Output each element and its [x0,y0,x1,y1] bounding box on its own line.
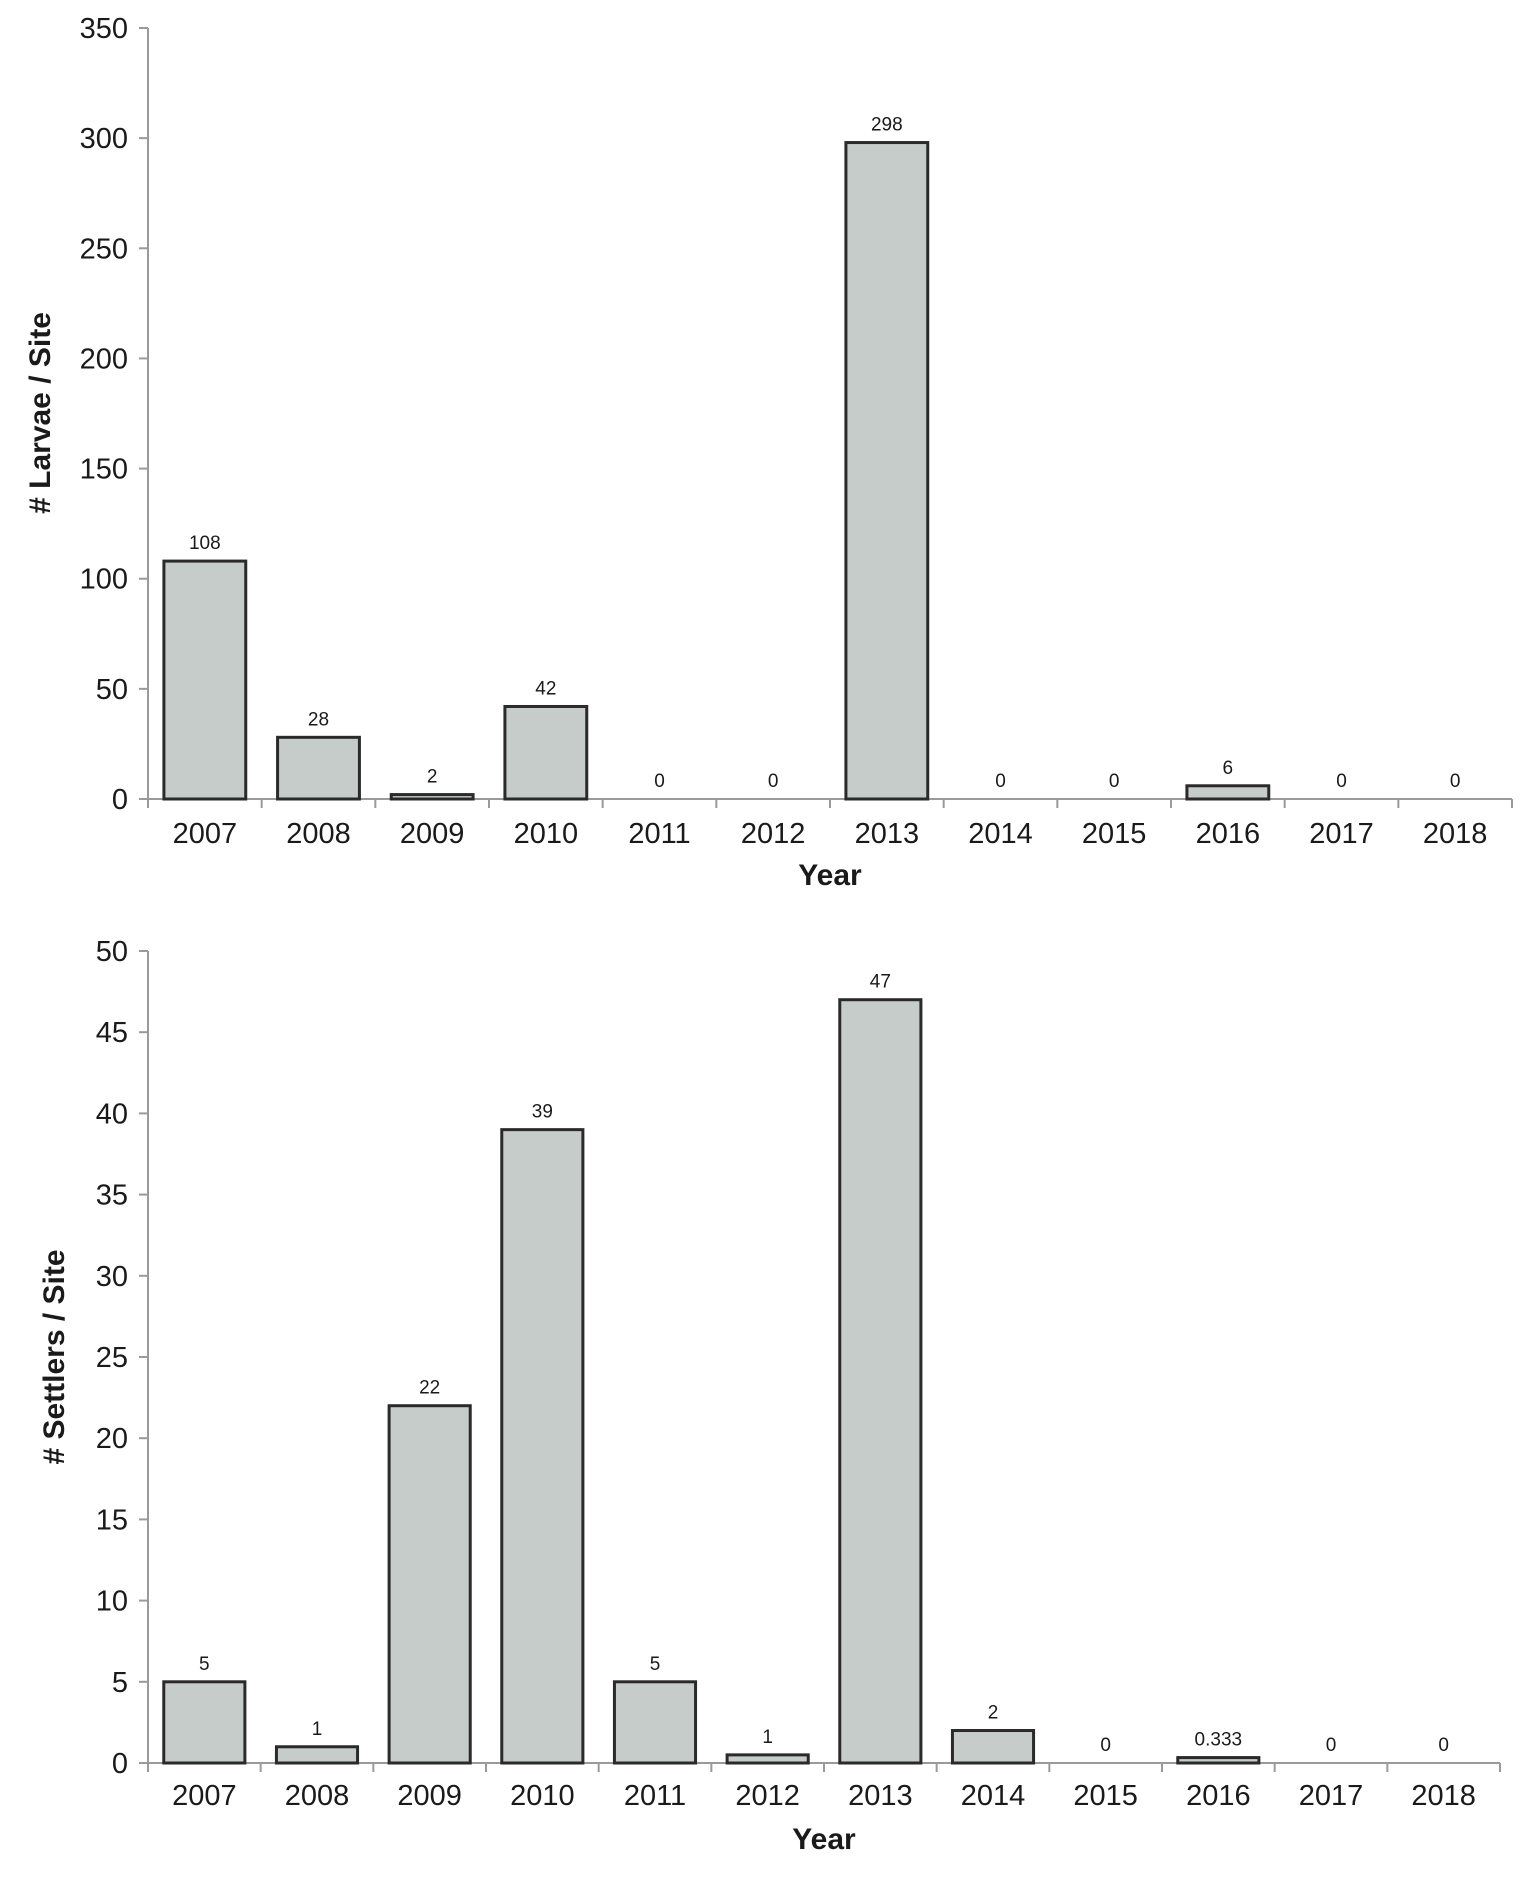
larvae-x-tick-label: 2014 [968,818,1033,850]
settlers-y-tick-label: 50 [96,936,128,968]
larvae-y-tick-label: 200 [80,343,128,375]
larvae-bar-2013 [844,141,930,801]
settlers-bar-2011 [612,1680,698,1765]
settlers-y-tick-label: 15 [96,1504,128,1536]
settlers-data-label-2015: 0 [1100,1735,1111,1756]
settlers-data-label-2011: 5 [650,1654,661,1675]
settlers-bar-2010 [500,1128,585,1765]
larvae-x-tick-label: 2016 [1196,818,1261,850]
larvae-y-tick-label: 250 [80,233,128,265]
larvae-x-tick-label: 2011 [628,818,690,850]
larvae-x-tick-label: 2010 [514,818,579,850]
larvae-data-label-2015: 0 [1109,771,1120,792]
settlers-x-tick-label: 2017 [1299,1780,1364,1812]
settlers-y-tick-label: 25 [96,1342,128,1374]
settlers-x-tick-label: 2014 [961,1780,1026,1812]
larvae-x-axis-title: Year [798,859,862,892]
larvae-data-label-2012: 0 [768,771,779,792]
settlers-bar-2013 [838,998,923,1765]
larvae-data-label-2011: 0 [654,771,665,792]
larvae-data-label-2017: 0 [1336,771,1347,792]
settlers-data-label-2017: 0 [1326,1735,1337,1756]
larvae-y-tick-label: 350 [80,13,128,45]
settlers-y-tick-label: 35 [96,1180,128,1212]
larvae-y-tick-label: 300 [80,123,128,155]
larvae-x-tick-label: 2017 [1309,818,1374,850]
settlers-bar-2009 [387,1404,472,1765]
settlers-y-tick-label: 5 [112,1667,128,1699]
larvae-x-tick-label: 2015 [1082,818,1147,850]
settlers-bar-2008 [274,1745,360,1765]
settlers-x-tick-label: 2018 [1411,1780,1476,1812]
settlers-data-label-2018: 0 [1438,1735,1449,1756]
larvae-bar-2008 [276,735,361,801]
larvae-bar-2009 [389,793,475,801]
larvae-y-tick-label: 50 [96,674,128,706]
larvae-bar-2010 [503,704,589,801]
settlers-x-tick-label: 2008 [285,1780,350,1812]
settlers-x-tick-label: 2010 [510,1780,575,1812]
larvae-x-tick-label: 2008 [286,818,351,850]
settlers-data-label-2007: 5 [199,1654,210,1675]
larvae-data-label-2016: 6 [1223,758,1234,779]
settlers-data-label-2013: 47 [870,972,891,993]
larvae-bar-2007 [162,559,248,801]
settlers-data-label-2016: 0.333 [1195,1730,1243,1751]
larvae-data-label-2007: 108 [189,533,221,554]
larvae-y-tick-label: 100 [80,564,128,596]
settlers-y-tick-label: 40 [96,1098,128,1130]
larvae-x-tick-label: 2013 [855,818,920,850]
settlers-x-tick-label: 2007 [172,1780,237,1812]
settlers-bar-2016 [1176,1756,1261,1765]
settlers-x-tick-label: 2009 [397,1780,462,1812]
settlers-y-tick-label: 45 [96,1017,128,1049]
larvae-data-label-2009: 2 [427,767,438,788]
larvae-x-tick-label: 2009 [400,818,465,850]
larvae-data-label-2013: 298 [871,115,903,136]
larvae-data-label-2018: 0 [1450,771,1461,792]
settlers-x-tick-label: 2015 [1073,1780,1138,1812]
settlers-y-tick-label: 30 [96,1261,128,1293]
settlers-y-tick-label: 0 [112,1748,128,1780]
settlers-bar-2012 [725,1753,810,1765]
larvae-y-tick-label: 0 [112,784,128,816]
settlers-bar-2014 [950,1729,1036,1765]
settlers-data-label-2008: 1 [312,1719,323,1740]
larvae-bar-2016 [1185,784,1271,801]
settlers-y-tick-label: 10 [96,1586,128,1618]
settlers-data-label-2014: 2 [988,1703,999,1724]
larvae-x-tick-label: 2018 [1423,818,1488,850]
settlers-x-tick-label: 2013 [848,1780,913,1812]
larvae-x-tick-label: 2007 [173,818,238,850]
larvae-data-label-2010: 42 [535,678,556,699]
settlers-bar-2007 [162,1680,247,1765]
larvae-x-tick-label: 2012 [741,818,806,850]
settlers-data-label-2012: 1 [762,1727,773,1748]
larvae-data-label-2008: 28 [308,709,329,730]
settlers-x-axis-title: Year [792,1823,856,1856]
settlers-x-tick-label: 2012 [735,1780,800,1812]
settlers-data-label-2009: 22 [419,1378,440,1399]
larvae-y-axis-title: # Larvae / Site [24,312,57,514]
settlers-y-tick-label: 20 [96,1423,128,1455]
settlers-x-tick-label: 2016 [1186,1780,1251,1812]
larvae-y-tick-label: 150 [80,454,128,486]
settlers-x-tick-label: 2011 [624,1780,686,1812]
larvae-data-label-2014: 0 [995,771,1006,792]
settlers-y-axis-title: # Settlers / Site [38,1249,71,1464]
settlers-data-label-2010: 39 [532,1102,553,1123]
